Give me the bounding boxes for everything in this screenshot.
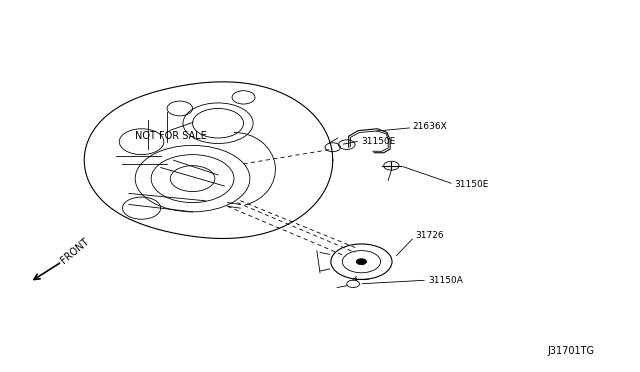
Text: 31150E: 31150E: [362, 137, 396, 146]
Text: NOT FOR SALE: NOT FOR SALE: [135, 131, 207, 141]
Text: 31726: 31726: [415, 231, 444, 240]
Text: 31150E: 31150E: [454, 180, 488, 189]
Circle shape: [356, 259, 367, 264]
Text: FRONT: FRONT: [59, 236, 91, 265]
Text: 21636X: 21636X: [412, 122, 447, 131]
Text: 31150A: 31150A: [428, 276, 463, 285]
Text: J31701TG: J31701TG: [547, 346, 594, 356]
